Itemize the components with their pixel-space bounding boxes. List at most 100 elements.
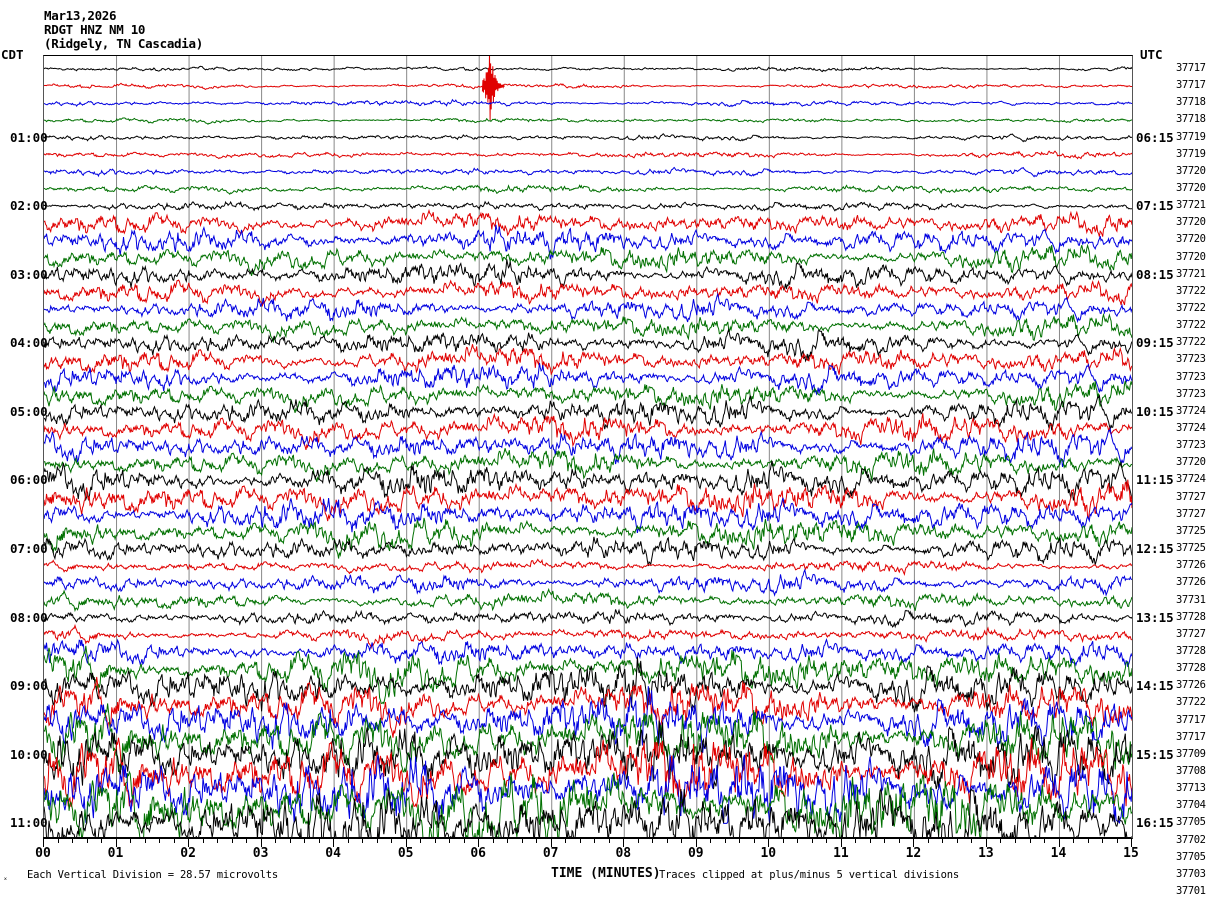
trace-peak-count: 37723 <box>1176 353 1206 366</box>
x-tick-label: 09 <box>687 846 704 861</box>
trace-peak-count: 37724 <box>1176 422 1206 434</box>
x-tick-label: 11 <box>833 846 849 861</box>
footer-scale-note: Each Vertical Division = 28.57 microvolt… <box>27 869 278 881</box>
x-tick-minor <box>826 838 828 843</box>
x-tick-minor <box>420 838 422 843</box>
x-tick-label: 05 <box>397 846 414 861</box>
trace-peak-count: 37720 <box>1176 250 1206 263</box>
footer-clip-note: Traces clipped at plus/minus 5 vertical … <box>659 869 959 881</box>
x-tick-major <box>260 838 262 847</box>
x-tick-label: 06 <box>470 846 487 861</box>
trace-peak-count: 37717 <box>1176 713 1206 726</box>
cdt-time-label: 09:00 <box>10 678 48 694</box>
trace-peak-count: 37719 <box>1176 130 1206 143</box>
x-tick-minor <box>565 838 567 843</box>
trace-peak-count: 37731 <box>1176 593 1206 606</box>
trace-peak-count: 37717 <box>1176 730 1206 743</box>
footer-tick-glyph: ₓ <box>3 873 8 882</box>
x-tick-major <box>115 838 117 847</box>
trace-peak-count: 37720 <box>1176 456 1206 469</box>
trace-peak-count: 37726 <box>1176 576 1206 589</box>
trace-peak-count: 37705 <box>1176 816 1206 829</box>
x-tick-major <box>695 838 697 847</box>
utc-time-label: 16:15 <box>1136 815 1174 831</box>
x-tick-minor <box>927 838 929 843</box>
x-tick-minor <box>521 838 523 843</box>
x-tick-minor <box>956 838 958 843</box>
x-tick-minor <box>710 838 712 843</box>
x-tick-label: 14 <box>1050 846 1067 861</box>
trace-peak-count: 37720 <box>1176 181 1206 194</box>
header-station: RDGT HNZ NM 10 <box>44 22 146 37</box>
cdt-time-label: 07:00 <box>10 541 48 556</box>
utc-time-label: 07:15 <box>1136 198 1174 214</box>
x-tick-label: 08 <box>615 846 632 861</box>
cdt-time-label: 03:00 <box>10 266 48 282</box>
x-tick-label: 13 <box>978 846 994 861</box>
utc-time-label: 11:15 <box>1136 472 1174 488</box>
trace-peak-count: 37701 <box>1176 885 1206 897</box>
trace-peak-count: 37713 <box>1176 782 1206 795</box>
x-tick-label: 12 <box>905 846 922 861</box>
x-tick-minor <box>246 838 248 843</box>
x-tick-minor <box>652 838 654 843</box>
x-tick-minor <box>782 838 784 843</box>
trace-peak-count: 37717 <box>1176 79 1206 91</box>
seismic-traces <box>44 56 1132 838</box>
x-tick-major <box>550 838 552 847</box>
trace-peak-count: 37722 <box>1176 696 1206 709</box>
x-tick-minor <box>304 838 306 843</box>
cdt-time-label: 01:00 <box>10 129 48 145</box>
x-tick-major <box>623 838 625 847</box>
x-tick-minor <box>869 838 871 843</box>
x-tick-minor <box>130 838 131 843</box>
x-tick-minor <box>608 838 610 843</box>
trace-peak-count: 37727 <box>1176 507 1206 520</box>
x-tick-major <box>333 838 335 847</box>
x-tick-minor <box>275 838 277 843</box>
trace-peak-count: 37720 <box>1176 216 1206 229</box>
cdt-time-label: 11:00 <box>10 815 48 831</box>
x-tick-minor <box>666 838 668 843</box>
trace-peak-count: 37723 <box>1176 439 1206 452</box>
x-tick-major <box>985 838 987 847</box>
x-tick-minor <box>681 838 683 843</box>
trace-peak-count: 37722 <box>1176 319 1206 332</box>
x-tick-minor <box>217 838 219 843</box>
x-tick-major <box>405 838 407 847</box>
trace-peak-count: 37717 <box>1176 61 1206 74</box>
x-tick-label: 02 <box>180 846 196 861</box>
x-tick-minor <box>797 838 799 843</box>
trace-peak-count: 37720 <box>1176 164 1206 177</box>
right-timezone-label: UTC <box>1140 47 1163 62</box>
trace-peak-count: 37720 <box>1176 233 1206 246</box>
x-tick-minor <box>739 838 741 843</box>
x-tick-minor <box>1029 838 1031 843</box>
utc-time-label: 09:15 <box>1136 335 1174 351</box>
x-tick-minor <box>811 838 813 843</box>
trace-peak-count: 37708 <box>1176 765 1206 777</box>
trace-peak-count: 37723 <box>1176 387 1206 400</box>
trace-peak-count: 37723 <box>1176 370 1206 383</box>
trace-peak-count: 37702 <box>1176 833 1206 846</box>
x-tick-minor <box>463 838 465 843</box>
header-date: Mar13,2026 <box>44 8 117 23</box>
x-tick-minor <box>72 838 73 843</box>
header-location: (Ridgely, TN Cascadia) <box>44 36 203 51</box>
trace-peak-count: 37725 <box>1176 524 1206 537</box>
x-tick-minor <box>231 838 233 843</box>
x-tick-label: 07 <box>542 846 559 861</box>
x-tick-minor <box>1000 838 1002 843</box>
x-tick-label: 00 <box>35 846 51 861</box>
trace-peak-count: 37727 <box>1176 490 1206 503</box>
trace-peak-count: 37724 <box>1176 473 1206 486</box>
left-timezone-label: CDT <box>1 47 24 62</box>
cdt-time-label: 08:00 <box>10 609 48 625</box>
x-tick-minor <box>971 838 973 843</box>
trace-peak-count: 37719 <box>1176 147 1206 160</box>
seismogram-plot[interactable] <box>43 55 1133 839</box>
cdt-time-label: 06:00 <box>10 472 48 488</box>
x-tick-minor <box>362 838 364 843</box>
trace-peak-count: 37726 <box>1176 559 1206 572</box>
x-axis-title: TIME (MINUTES) <box>551 866 661 881</box>
